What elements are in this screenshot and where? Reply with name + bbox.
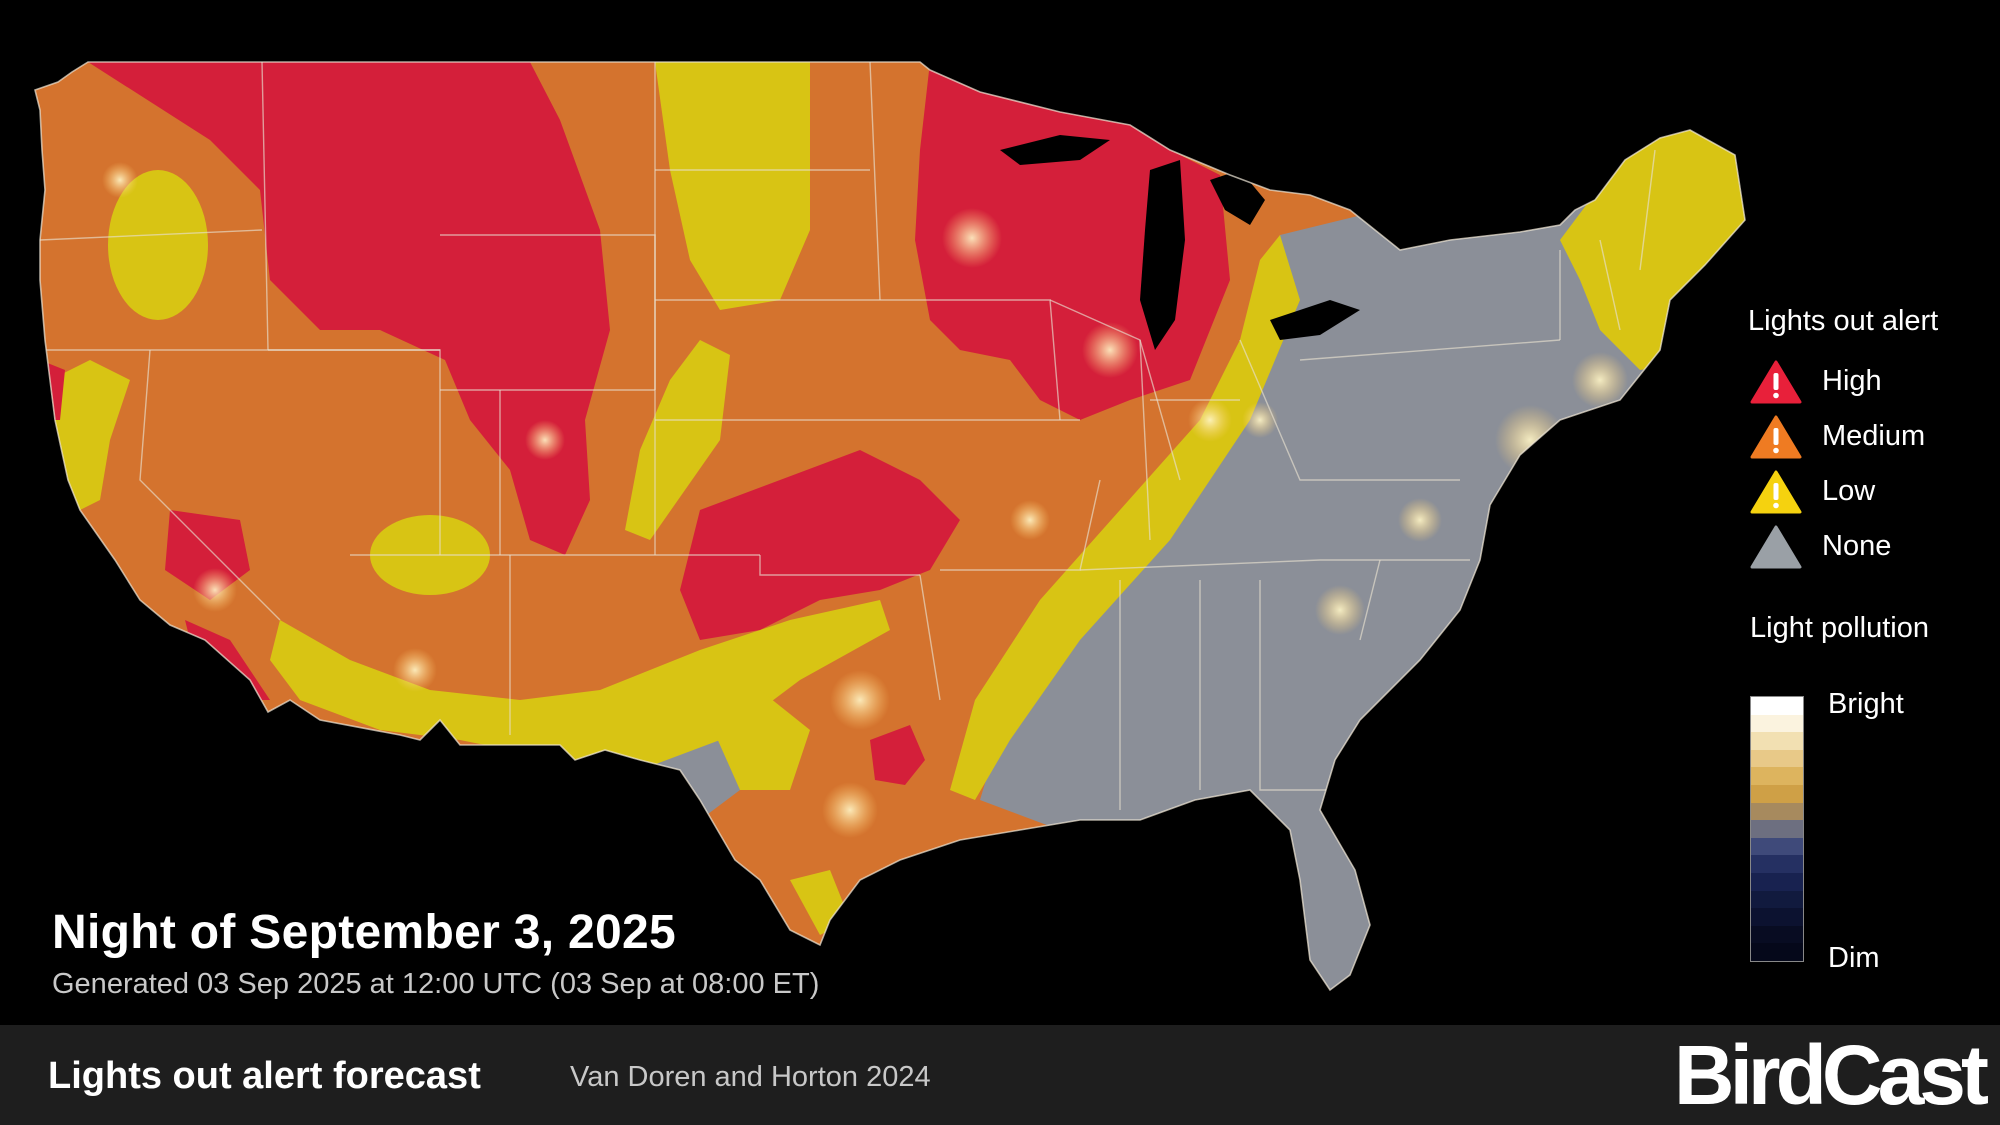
low-zone bbox=[108, 170, 208, 320]
low-zone bbox=[700, 690, 810, 790]
legend-item-low: Low bbox=[1748, 464, 1988, 519]
light-pollution-title: Light pollution bbox=[1750, 612, 1929, 644]
scale-step bbox=[1751, 855, 1803, 873]
footer-credit: Van Doren and Horton 2024 bbox=[570, 1061, 931, 1093]
scale-step bbox=[1751, 714, 1803, 733]
birdcast-logo: BirdCast bbox=[1673, 1028, 1989, 1122]
scale-step bbox=[1751, 697, 1803, 715]
low-zone bbox=[950, 235, 1300, 800]
low-zone bbox=[625, 340, 730, 540]
scale-step bbox=[1751, 925, 1803, 944]
footer-title: Lights out alert forecast bbox=[48, 1055, 481, 1097]
us-outline bbox=[34, 61, 1746, 992]
generated-timestamp: Generated 03 Sep 2025 at 12:00 UTC (03 S… bbox=[52, 968, 820, 1000]
warning-triangle-icon bbox=[1750, 360, 1802, 403]
scale-label-bright: Bright bbox=[1828, 688, 1904, 720]
legend-item-high: High bbox=[1748, 354, 1988, 409]
forecast-map bbox=[34, 61, 1746, 992]
scale-step bbox=[1751, 908, 1803, 926]
legend-label-low: Low bbox=[1822, 475, 1876, 507]
title-block: Night of September 3, 2025 Generated 03 … bbox=[52, 905, 819, 1001]
map-title: Night of September 3, 2025 bbox=[52, 906, 676, 959]
legend-label-none: None bbox=[1822, 530, 1892, 562]
legend-label-medium: Medium bbox=[1822, 420, 1926, 452]
scale-label-dim: Dim bbox=[1828, 942, 1880, 974]
low-zone bbox=[50, 360, 130, 510]
high-zone bbox=[680, 450, 960, 640]
scale-step bbox=[1751, 837, 1803, 856]
scale-step bbox=[1751, 802, 1803, 821]
us-alert-map bbox=[34, 61, 1746, 992]
legend-item-medium: Medium bbox=[1748, 409, 1988, 464]
scale-step bbox=[1751, 767, 1803, 785]
scale-step bbox=[1751, 749, 1803, 768]
light-pollution-glow bbox=[102, 162, 1628, 838]
alert-legend: Lights out alert High Medium Low None bbox=[1748, 305, 1988, 574]
scale-step bbox=[1751, 872, 1803, 891]
alert-zones bbox=[35, 62, 1745, 990]
legend-item-none: None bbox=[1748, 519, 1988, 574]
scale-step bbox=[1751, 890, 1803, 909]
legend-label-high: High bbox=[1822, 365, 1882, 397]
scale-step bbox=[1751, 820, 1803, 838]
state-borders bbox=[39, 62, 1656, 810]
scale-step bbox=[1751, 784, 1803, 803]
alert-legend-title: Lights out alert bbox=[1748, 305, 1939, 337]
high-zone bbox=[88, 62, 610, 555]
triangle-icon bbox=[1750, 525, 1802, 568]
scale-step bbox=[1751, 943, 1803, 961]
scale-step bbox=[1751, 732, 1803, 750]
light-pollution-scale bbox=[1750, 696, 1804, 962]
footer-bar: Lights out alert forecast Van Doren and … bbox=[0, 1025, 2000, 1125]
low-zone bbox=[655, 62, 810, 310]
warning-triangle-icon bbox=[1750, 470, 1802, 513]
warning-triangle-icon bbox=[1750, 415, 1802, 458]
high-zone bbox=[870, 725, 925, 785]
